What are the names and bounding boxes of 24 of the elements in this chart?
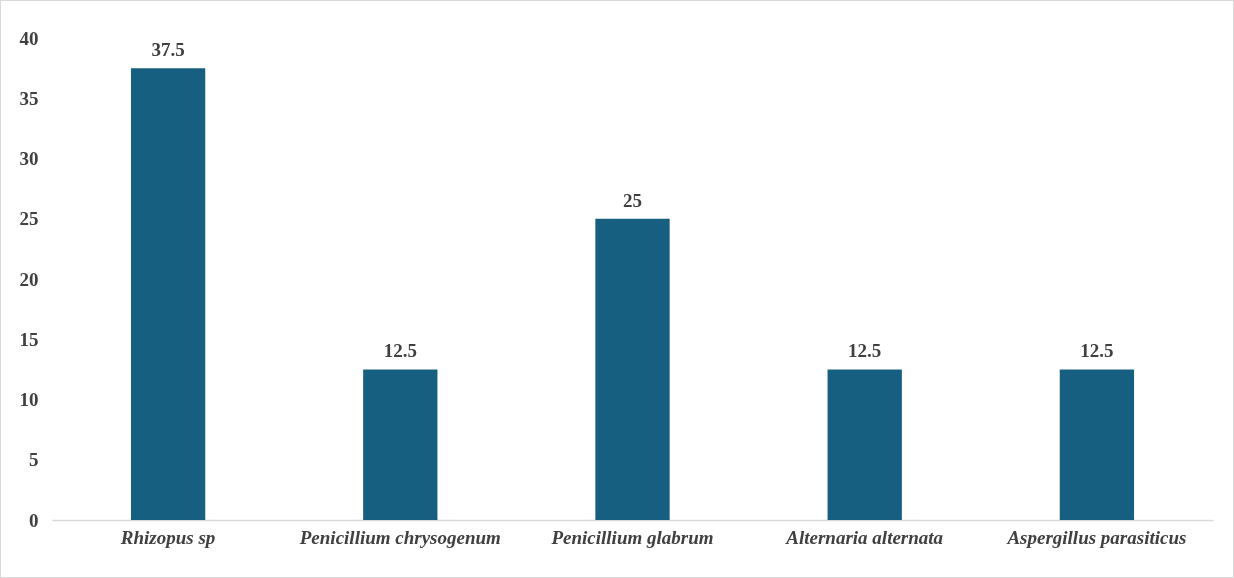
x-tick-label: Aspergillus parasiticus: [1006, 526, 1187, 548]
data-label: 12.5: [383, 340, 417, 362]
x-tick-label: Penicillium chrysogenum: [298, 526, 501, 548]
y-tick-label: 35: [19, 87, 39, 109]
y-tick-label: 20: [19, 268, 39, 290]
bar: [130, 68, 206, 520]
y-tick-label: 40: [19, 27, 39, 49]
y-tick-label: 0: [29, 509, 39, 531]
data-label: 25: [623, 189, 642, 211]
y-tick-label: 5: [29, 449, 39, 471]
x-tick-label: Alternaria alternata: [785, 526, 944, 548]
x-tick-label: Penicillium glabrum: [550, 526, 714, 548]
y-tick-label: 30: [19, 148, 39, 169]
y-tick-label: 25: [19, 208, 39, 230]
data-label: 12.5: [1080, 340, 1114, 362]
data-label: 12.5: [848, 340, 882, 362]
bar: [827, 369, 902, 520]
data-label: 37.5: [151, 39, 185, 61]
bar: [1059, 369, 1135, 520]
y-tick-label: 10: [19, 389, 39, 410]
bar: [595, 218, 670, 520]
y-tick-label: 15: [19, 328, 39, 350]
x-tick-label: Rhizopus sp: [119, 526, 216, 548]
bar: [363, 369, 438, 520]
